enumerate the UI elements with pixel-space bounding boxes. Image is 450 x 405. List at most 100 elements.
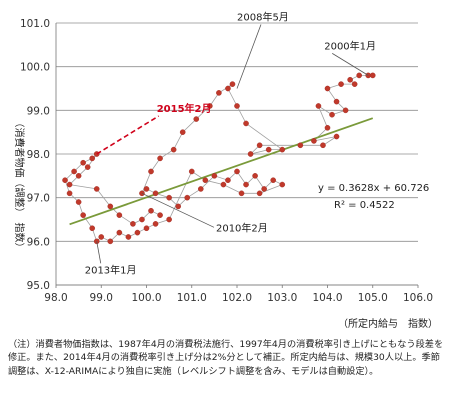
data-point (89, 225, 95, 232)
data-point (252, 173, 258, 179)
x-tick-label: 104.0 (312, 292, 342, 304)
x-tick-label: 101.0 (177, 292, 207, 304)
data-point (329, 111, 335, 118)
data-point (320, 142, 326, 149)
data-point (256, 142, 263, 149)
regression-equation: y = 0.3628x + 60.726 (318, 183, 429, 194)
annotation-label: 2015年2月 (157, 102, 212, 115)
data-point (170, 146, 177, 153)
data-point (89, 155, 95, 162)
data-point (324, 85, 331, 92)
data-point (197, 186, 204, 192)
regression-line (69, 117, 374, 226)
data-point (157, 155, 163, 162)
data-point (202, 177, 209, 183)
annotation-leader (332, 53, 369, 76)
data-points (62, 72, 376, 245)
data-point (152, 190, 159, 197)
x-tick-label: 99.0 (90, 292, 113, 304)
data-point (338, 81, 344, 87)
data-point (333, 98, 340, 105)
scatter-chart: 95.0 96.0 97.0 98.0 99.0 100.0 101.0 98.0 99.0 10… (13, 11, 438, 331)
data-point (139, 216, 145, 223)
data-point (247, 151, 254, 157)
data-point (166, 194, 172, 201)
x-tick-label: 100.0 (131, 292, 161, 304)
data-point (369, 72, 376, 79)
annotation-label: 2010年2月 (216, 221, 268, 234)
y-tick-label: 97.0 (27, 193, 50, 205)
data-point (256, 190, 263, 197)
data-point (148, 168, 154, 175)
data-point (175, 203, 181, 210)
data-point (66, 181, 73, 188)
data-point (134, 229, 141, 236)
data-point (116, 212, 123, 218)
y-tick-label: 100.0 (20, 62, 50, 74)
data-point (207, 103, 213, 109)
data-point (261, 186, 267, 192)
x-tick-label: 98.0 (44, 292, 67, 304)
data-point (157, 212, 163, 218)
y-axis-label: （消費者物価（調整） 指数） (13, 118, 26, 253)
data-point (333, 133, 340, 140)
data-point (139, 190, 145, 197)
data-point (98, 234, 105, 240)
data-point (75, 173, 82, 179)
data-point (311, 138, 317, 144)
data-point (130, 221, 136, 227)
data-point (166, 216, 172, 223)
data-point (148, 207, 154, 214)
data-point (143, 225, 150, 232)
data-point (315, 103, 322, 109)
data-path (64, 75, 373, 243)
data-point (234, 168, 240, 175)
data-point (351, 81, 358, 87)
x-tick-label: 106.0 (403, 292, 433, 304)
data-point (279, 146, 286, 153)
series-path (64, 75, 373, 243)
y-tick-label: 99.0 (27, 105, 50, 117)
trend-line (69, 117, 374, 226)
data-point (265, 146, 272, 153)
annotation-label: 2013年1月 (85, 263, 137, 276)
data-point (279, 181, 286, 188)
data-point (225, 177, 231, 183)
data-point (152, 221, 159, 227)
data-point (71, 168, 77, 175)
data-point (188, 168, 195, 175)
r-squared: R² = 0.4522 (334, 200, 395, 211)
annotation-leader (236, 24, 262, 89)
data-point (107, 203, 114, 210)
annotations: 2000年1月 2008年5月 2015年2月 2010年2月 2013年1月 (85, 11, 376, 277)
data-point (75, 199, 82, 205)
data-point (116, 229, 123, 236)
data-point (193, 116, 200, 122)
y-tick-label: 95.0 (27, 280, 50, 292)
data-point (80, 212, 86, 218)
y-tick-label: 98.0 (27, 149, 50, 161)
data-point (347, 76, 353, 83)
data-point (238, 190, 245, 197)
y-tick-label: 96.0 (27, 236, 50, 248)
x-axis-label: （所定内給与 指数） (338, 317, 438, 330)
data-point (270, 177, 277, 183)
data-point (342, 107, 349, 114)
data-point (324, 125, 331, 131)
data-point (62, 177, 68, 183)
data-point (184, 194, 191, 201)
annotation-leader (141, 192, 215, 228)
data-point (356, 72, 362, 79)
data-point (234, 103, 240, 109)
annotation-label: 2000年1月 (324, 39, 376, 52)
data-point (80, 159, 86, 166)
data-point (211, 173, 218, 179)
data-point (225, 85, 231, 92)
data-point (297, 142, 304, 149)
data-point (84, 164, 91, 170)
data-point (143, 186, 150, 192)
data-point (229, 81, 236, 87)
x-tick-label: 103.0 (267, 292, 297, 304)
y-tick-label: 101.0 (20, 18, 50, 30)
data-point (107, 238, 114, 245)
